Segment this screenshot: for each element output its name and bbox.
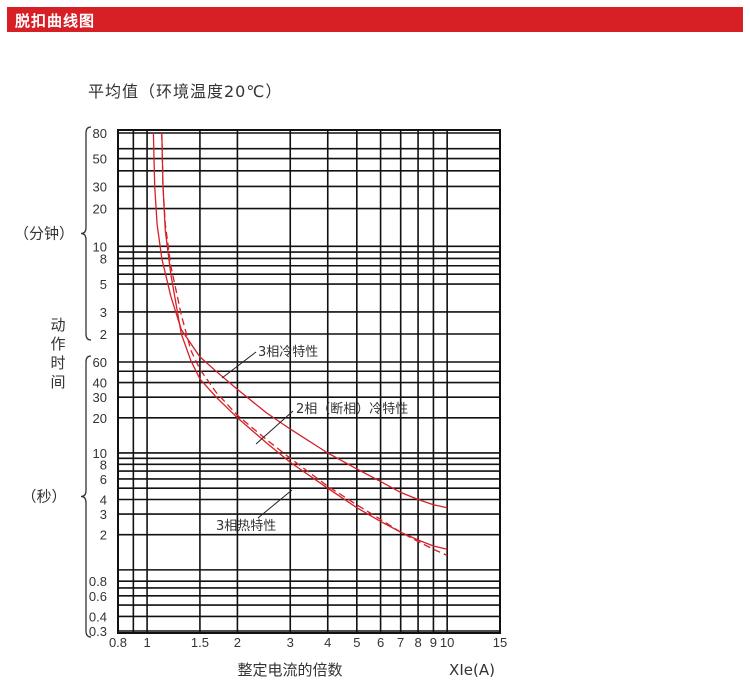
x-tick-label: 6 bbox=[377, 635, 384, 650]
annotation-label: 3相热特性 bbox=[216, 519, 276, 534]
x-tick-label: 4 bbox=[324, 635, 331, 650]
series-curve-0 bbox=[152, 132, 448, 509]
y-tick-label: 60 bbox=[93, 355, 107, 370]
y-tick-label: 30 bbox=[93, 179, 107, 194]
annotation-leader bbox=[221, 351, 257, 379]
chart-title: 平均值（环境温度20℃） bbox=[88, 82, 283, 101]
x-tick-label: 3 bbox=[287, 635, 294, 650]
y-tick-label: 2 bbox=[100, 327, 107, 342]
x-axis-title: 整定电流的倍数 bbox=[237, 661, 342, 679]
header-title: 脱扣曲线图 bbox=[15, 12, 96, 30]
y-tick-label: 20 bbox=[93, 411, 107, 426]
x-tick-label: 2 bbox=[234, 635, 241, 650]
y-group-label: （分钟） bbox=[14, 225, 74, 243]
y-tick-label: 5 bbox=[100, 277, 107, 292]
x-tick-label: 9 bbox=[430, 635, 437, 650]
x-tick-label: 1.5 bbox=[191, 635, 209, 650]
y-axis-title: 动作时间 bbox=[50, 316, 65, 391]
y-tick-label: 80 bbox=[93, 126, 107, 141]
y-tick-label: 10 bbox=[93, 239, 107, 254]
annotation-label: 3相冷特性 bbox=[258, 345, 318, 360]
annotation-label: 2相（断相）冷特性 bbox=[296, 402, 408, 417]
header-bar: 脱扣曲线图 bbox=[7, 7, 743, 32]
y-tick-label: 0.6 bbox=[89, 589, 107, 604]
series-curve-2 bbox=[161, 132, 448, 550]
annotation-leader bbox=[257, 489, 293, 519]
y-tick-label: 6 bbox=[100, 472, 107, 487]
y-group-brace bbox=[80, 355, 92, 638]
x-tick-label: 5 bbox=[353, 635, 360, 650]
y-tick-label: 3 bbox=[100, 507, 107, 522]
annotation-leader bbox=[255, 410, 294, 445]
y-group-label: （秒） bbox=[21, 488, 66, 506]
x-tick-label: 1 bbox=[143, 635, 150, 650]
y-tick-label: 0.3 bbox=[89, 624, 107, 639]
y-tick-label: 4 bbox=[100, 492, 107, 507]
y-tick-label: 8 bbox=[100, 251, 107, 266]
x-tick-label: 7 bbox=[397, 635, 404, 650]
y-tick-label: 40 bbox=[93, 376, 107, 391]
y-tick-label: 50 bbox=[93, 152, 107, 167]
x-tick-label: 0.8 bbox=[109, 635, 127, 650]
y-tick-label: 10 bbox=[93, 446, 107, 461]
x-tick-label: 10 bbox=[440, 635, 454, 650]
y-tick-label: 2 bbox=[100, 528, 107, 543]
y-tick-label: 0.4 bbox=[89, 609, 107, 624]
series-curve-1 bbox=[161, 132, 448, 556]
x-axis-unit: XIe(A) bbox=[449, 661, 495, 679]
y-group-brace bbox=[80, 126, 92, 341]
y-tick-label: 0.8 bbox=[89, 574, 107, 589]
y-tick-label: 30 bbox=[93, 390, 107, 405]
y-tick-label: 20 bbox=[93, 202, 107, 217]
y-tick-label: 8 bbox=[100, 457, 107, 472]
x-tick-label: 15 bbox=[493, 635, 507, 650]
plot-frame bbox=[117, 129, 501, 634]
y-tick-label: 3 bbox=[100, 305, 107, 320]
x-tick-label: 8 bbox=[414, 635, 421, 650]
